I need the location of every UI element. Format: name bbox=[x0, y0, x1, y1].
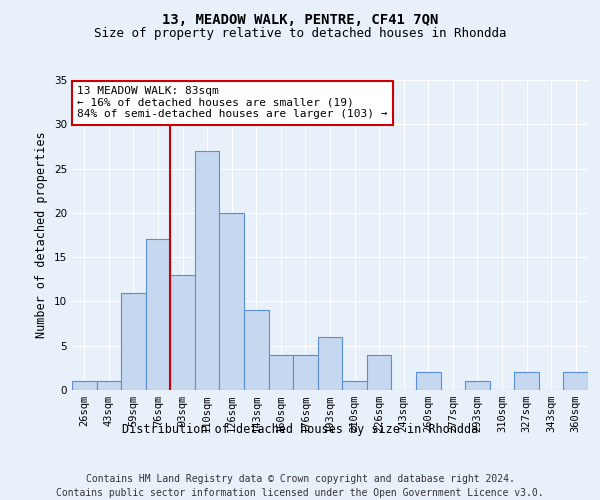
Bar bbox=[146, 240, 170, 390]
Y-axis label: Number of detached properties: Number of detached properties bbox=[35, 132, 49, 338]
Text: 13, MEADOW WALK, PENTRE, CF41 7QN: 13, MEADOW WALK, PENTRE, CF41 7QN bbox=[162, 12, 438, 26]
Bar bbox=[367, 354, 391, 390]
Bar bbox=[563, 372, 588, 390]
Bar bbox=[514, 372, 539, 390]
Text: Contains HM Land Registry data © Crown copyright and database right 2024.
Contai: Contains HM Land Registry data © Crown c… bbox=[56, 474, 544, 498]
Bar bbox=[244, 310, 269, 390]
Bar bbox=[195, 151, 220, 390]
Bar bbox=[170, 275, 195, 390]
Bar bbox=[416, 372, 440, 390]
Text: Size of property relative to detached houses in Rhondda: Size of property relative to detached ho… bbox=[94, 28, 506, 40]
Bar bbox=[220, 213, 244, 390]
Text: 13 MEADOW WALK: 83sqm
← 16% of detached houses are smaller (19)
84% of semi-deta: 13 MEADOW WALK: 83sqm ← 16% of detached … bbox=[77, 86, 388, 120]
Text: Distribution of detached houses by size in Rhondda: Distribution of detached houses by size … bbox=[122, 422, 478, 436]
Bar bbox=[342, 381, 367, 390]
Bar bbox=[72, 381, 97, 390]
Bar bbox=[121, 292, 146, 390]
Bar bbox=[293, 354, 318, 390]
Bar bbox=[269, 354, 293, 390]
Bar bbox=[97, 381, 121, 390]
Bar bbox=[318, 337, 342, 390]
Bar bbox=[465, 381, 490, 390]
